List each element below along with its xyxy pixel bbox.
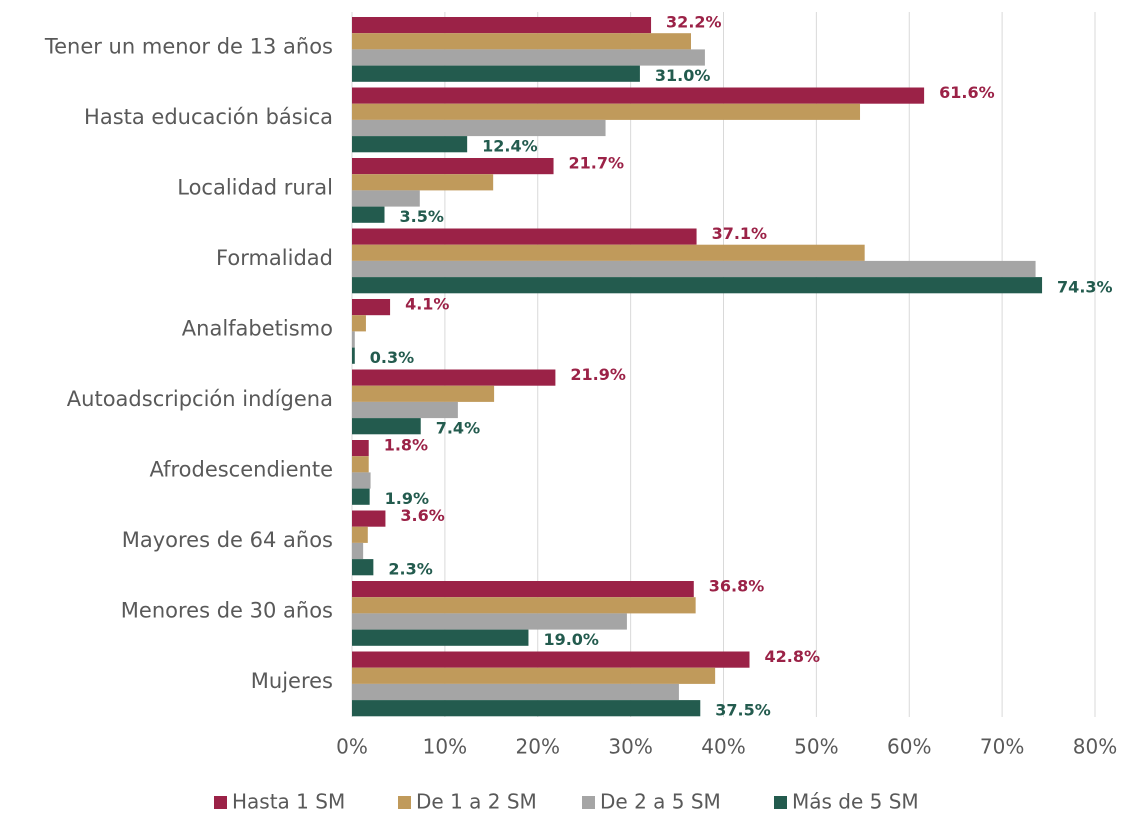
legend-swatch [214, 796, 227, 809]
bar [352, 228, 697, 245]
data-label: 12.4% [482, 137, 538, 156]
bar [352, 369, 556, 386]
data-label: 21.7% [569, 154, 625, 173]
bar [352, 629, 529, 646]
x-tick-label: 10% [423, 735, 467, 759]
x-tick-label: 20% [516, 735, 560, 759]
bar [352, 49, 705, 66]
x-tick-label: 80% [1073, 735, 1117, 759]
bar [352, 347, 355, 364]
bar [352, 299, 391, 316]
bar [352, 244, 865, 261]
bar [352, 613, 627, 630]
legend-swatch [398, 796, 411, 809]
bar [352, 559, 374, 576]
legend-swatch [582, 796, 595, 809]
x-tick-label: 0% [336, 735, 368, 759]
bar [352, 542, 364, 560]
bar [352, 472, 371, 489]
data-label: 21.9% [570, 365, 626, 384]
bar [352, 440, 369, 457]
bar [352, 418, 421, 435]
bar [352, 526, 368, 543]
bar [352, 651, 750, 668]
category-label: Analfabetismo [182, 316, 333, 340]
data-label: 61.6% [939, 83, 995, 102]
bar [352, 683, 679, 701]
x-tick-label: 50% [794, 735, 838, 759]
bar [352, 174, 494, 191]
bar [352, 87, 925, 104]
category-label: Afrodescendiente [149, 457, 333, 481]
bar [352, 17, 652, 34]
x-tick-label: 70% [980, 735, 1024, 759]
data-label: 1.9% [385, 489, 429, 508]
bar [352, 65, 640, 82]
x-tick-label: 40% [701, 735, 745, 759]
legend-label: Hasta 1 SM [232, 790, 345, 814]
legend-swatch [774, 796, 787, 809]
bar [352, 190, 420, 207]
x-tick-label: 60% [887, 735, 931, 759]
bar [352, 119, 606, 137]
data-label: 36.8% [709, 577, 765, 596]
data-label: 3.6% [400, 506, 444, 525]
data-label: 0.3% [370, 348, 414, 367]
legend-label: Más de 5 SM [792, 790, 919, 814]
category-label: Mayores de 64 años [122, 528, 333, 552]
bar [352, 136, 468, 153]
data-label: 7.4% [436, 419, 480, 438]
category-label: Tener un menor de 13 años [44, 34, 333, 58]
data-label: 31.0% [655, 66, 711, 85]
data-label: 32.2% [666, 13, 722, 32]
data-label: 42.8% [765, 647, 821, 666]
bar [352, 33, 691, 50]
bar [352, 260, 1036, 278]
bar [352, 331, 355, 348]
data-label: 2.3% [388, 560, 432, 579]
category-label: Formalidad [216, 246, 333, 270]
category-label: Hasta educación básica [84, 105, 333, 129]
category-label: Localidad rural [177, 175, 333, 199]
legend-label: De 1 a 2 SM [416, 790, 537, 814]
bar [352, 700, 701, 717]
bar [352, 488, 370, 505]
data-label: 1.8% [384, 436, 428, 455]
data-label: 37.5% [715, 701, 771, 720]
data-label: 19.0% [543, 630, 599, 649]
bar [352, 385, 495, 402]
category-label: Autoadscripción indígena [67, 387, 333, 411]
bar [352, 597, 696, 614]
x-tick-label: 30% [608, 735, 652, 759]
category-label: Mujeres [251, 669, 333, 693]
data-label: 3.5% [400, 207, 444, 226]
data-label: 4.1% [405, 295, 449, 314]
bar [352, 158, 554, 175]
bar [352, 456, 369, 473]
data-label: 74.3% [1057, 278, 1113, 297]
bar [352, 277, 1043, 294]
bar [352, 206, 385, 223]
bar [352, 510, 386, 527]
bar [352, 667, 716, 684]
data-label: 37.1% [712, 224, 768, 243]
bar [352, 401, 458, 419]
bar [352, 315, 366, 332]
bar [352, 103, 861, 120]
legend-label: De 2 a 5 SM [600, 790, 721, 814]
bar [352, 581, 694, 598]
category-label: Menores de 30 años [121, 598, 333, 622]
